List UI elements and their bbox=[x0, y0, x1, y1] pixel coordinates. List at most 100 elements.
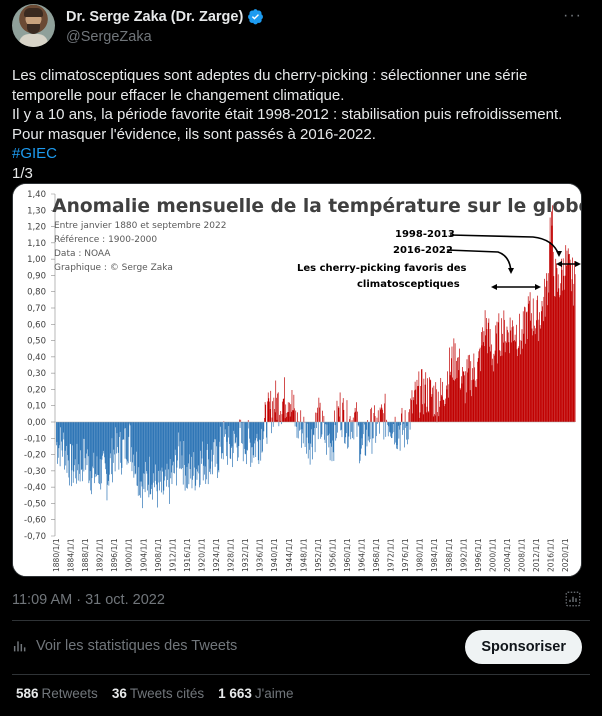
chart-bar bbox=[156, 422, 158, 492]
chart-bar bbox=[370, 409, 372, 422]
chart-bar bbox=[574, 261, 575, 422]
chart-bar bbox=[377, 422, 378, 424]
chart-bar bbox=[101, 422, 103, 460]
chart-bar bbox=[187, 422, 188, 489]
chart-bar bbox=[396, 422, 398, 445]
chart-bar bbox=[239, 419, 240, 422]
chart-bar bbox=[211, 422, 212, 450]
chart-bar bbox=[184, 422, 186, 491]
chart-bar bbox=[469, 390, 471, 422]
chart-bar bbox=[84, 422, 86, 459]
chart-bar bbox=[77, 422, 79, 481]
chart-bar bbox=[501, 355, 503, 422]
chart-bar bbox=[95, 422, 97, 474]
chart-bar bbox=[486, 318, 487, 422]
tweet-timestamp[interactable]: 11:09 AM · 31 oct. 2022 bbox=[12, 592, 165, 608]
chart-bar bbox=[461, 383, 463, 422]
chart-bar bbox=[216, 422, 217, 447]
chart-bar bbox=[422, 404, 423, 422]
chart-bar bbox=[335, 422, 337, 441]
chart-bar bbox=[160, 422, 162, 482]
x-tick-label: 1992/1/1 bbox=[459, 538, 468, 572]
author-handle[interactable]: @SergeZaka bbox=[66, 29, 152, 45]
chart-bar bbox=[512, 326, 514, 422]
chart-bar bbox=[337, 406, 339, 422]
chart-bar bbox=[428, 412, 430, 422]
chart-bar bbox=[441, 396, 443, 422]
chart-bar bbox=[385, 422, 387, 437]
view-tweet-stats-link[interactable]: Voir les statistiques des Tweets bbox=[12, 638, 237, 654]
chart-bar bbox=[195, 422, 197, 486]
y-tick-label: 0,90 bbox=[27, 271, 46, 281]
chart-bar bbox=[172, 422, 173, 466]
chart-bar bbox=[201, 422, 202, 464]
chart-bar bbox=[497, 363, 498, 422]
chart-bar bbox=[65, 422, 67, 466]
chart-bar bbox=[504, 352, 506, 422]
chart-bar bbox=[85, 422, 87, 470]
analytics-icon[interactable] bbox=[564, 590, 582, 608]
chart-bar bbox=[535, 328, 537, 422]
chart-bar bbox=[423, 378, 425, 422]
x-tick-label: 1972/1/1 bbox=[387, 538, 396, 572]
chart-bar bbox=[566, 250, 568, 422]
chart-bar bbox=[314, 422, 316, 453]
x-tick-label: 1892/1/1 bbox=[96, 538, 105, 572]
avatar[interactable] bbox=[12, 4, 55, 47]
chart-bar bbox=[244, 422, 245, 449]
likes-metric[interactable]: 1 663 J'aime bbox=[218, 686, 293, 701]
chart-bar bbox=[78, 422, 80, 465]
chart-bar bbox=[197, 422, 199, 466]
chart-bar bbox=[256, 422, 257, 439]
x-tick-label: 1888/1/1 bbox=[81, 538, 90, 572]
chart-bar bbox=[128, 422, 130, 437]
chart-bar bbox=[459, 348, 460, 422]
chart-bar bbox=[554, 296, 555, 422]
tweet-image[interactable]: 1,40 1,30 1,20 1,10 1,00 0,90 0,80 0,70 0,60 0,50… bbox=[12, 183, 582, 577]
chart-bar bbox=[90, 422, 92, 491]
chart-bar bbox=[524, 306, 525, 422]
chart-bar bbox=[100, 422, 102, 490]
chart-bar bbox=[420, 385, 422, 422]
chart-bar bbox=[142, 422, 144, 474]
chart-bar bbox=[109, 422, 111, 459]
quotes-metric[interactable]: 36 Tweets cités bbox=[112, 686, 204, 701]
sponsor-button[interactable]: Sponsoriser bbox=[465, 630, 582, 664]
chart-bar bbox=[177, 422, 179, 433]
chart-bar bbox=[171, 422, 172, 473]
chart-bar bbox=[132, 422, 134, 455]
chart-bar bbox=[337, 422, 338, 433]
chart-bar bbox=[485, 335, 487, 422]
chart-bar bbox=[269, 409, 271, 422]
chart-bar bbox=[422, 414, 424, 422]
chart-bar bbox=[218, 422, 220, 473]
chart-bar bbox=[307, 422, 309, 459]
chart-bar bbox=[227, 422, 229, 438]
author-display-name[interactable]: Dr. Serge Zaka (Dr. Zarge) bbox=[66, 8, 244, 25]
more-options-icon[interactable]: ··· bbox=[563, 7, 582, 24]
stats-link-label[interactable]: Voir les statistiques des Tweets bbox=[36, 638, 238, 654]
chart-bar bbox=[217, 422, 219, 471]
engagement-metrics: 586 Retweets 36 Tweets cités 1 663 J'aime bbox=[16, 686, 294, 701]
chart-bar bbox=[67, 422, 69, 461]
chart-bar bbox=[386, 421, 388, 422]
chart-bar bbox=[357, 411, 358, 422]
chart-bar bbox=[447, 397, 449, 422]
chart-bar bbox=[275, 380, 277, 422]
chart-bar bbox=[264, 402, 266, 422]
chart-bar bbox=[398, 422, 400, 439]
chart-bar bbox=[399, 422, 400, 430]
chart-bar bbox=[444, 406, 445, 422]
chart-bar bbox=[134, 422, 135, 466]
chart-bar bbox=[436, 389, 437, 422]
retweets-metric[interactable]: 586 Retweets bbox=[16, 686, 98, 701]
chart-bar bbox=[159, 422, 161, 471]
chart-bar bbox=[71, 422, 72, 487]
chart-bar bbox=[427, 378, 428, 422]
hashtag-link[interactable]: #GIEC bbox=[12, 145, 58, 162]
chart-bar bbox=[331, 422, 332, 447]
author-name-row[interactable]: Dr. Serge Zaka (Dr. Zarge) bbox=[66, 8, 264, 25]
chart-bar bbox=[532, 298, 534, 422]
chart-bar bbox=[556, 263, 557, 422]
chart-bar bbox=[521, 340, 522, 422]
